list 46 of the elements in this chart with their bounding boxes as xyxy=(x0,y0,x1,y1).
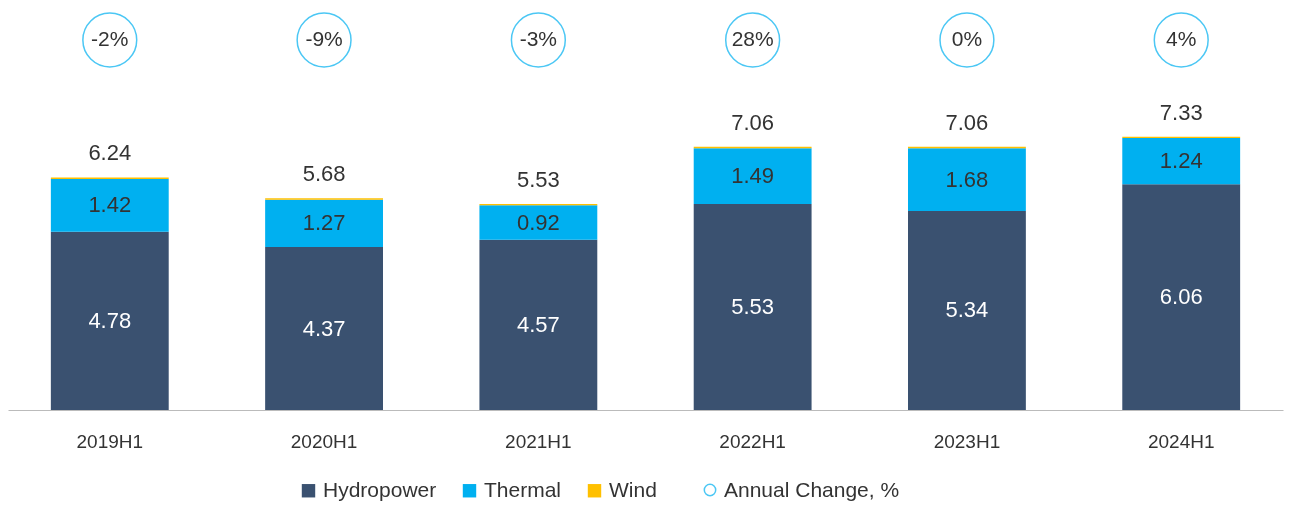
data-label: 1.49 xyxy=(731,163,775,189)
data-label: 6.06 xyxy=(1159,284,1203,310)
x-tick-label: 2023H1 xyxy=(933,430,1001,452)
data-label: 4.78 xyxy=(88,307,132,333)
data-label: 4.37 xyxy=(302,315,346,341)
legend-label: Hydropower xyxy=(323,477,437,501)
data-label: 4.57 xyxy=(516,311,560,337)
legend-label: Thermal xyxy=(484,477,562,501)
data-label: 0.92 xyxy=(516,209,560,235)
legend-label: Wind xyxy=(609,477,657,501)
bar xyxy=(265,247,383,410)
total-label: 7.33 xyxy=(1159,99,1203,125)
bar xyxy=(50,231,169,410)
x-tick-label: 2021H1 xyxy=(505,430,572,452)
data-label: 5.34 xyxy=(945,297,989,323)
bar xyxy=(479,205,598,240)
annotation: 28% xyxy=(731,27,774,50)
text: Annual Change, % xyxy=(724,478,900,501)
bar xyxy=(479,239,598,410)
annotation: 0% xyxy=(951,27,983,50)
total-label: 6.24 xyxy=(88,140,132,166)
bar xyxy=(693,148,812,204)
data-label: 1.42 xyxy=(88,192,132,218)
total-label: 5.68 xyxy=(302,161,346,187)
bar xyxy=(1122,137,1241,185)
annotation: 4% xyxy=(1166,27,1197,50)
data-label: 1.27 xyxy=(302,210,346,236)
bar xyxy=(908,210,1026,410)
bar xyxy=(908,148,1026,211)
x-tick-label: 2022H1 xyxy=(719,430,786,452)
bar xyxy=(1122,184,1241,410)
data-label: 5.53 xyxy=(731,293,775,319)
total-label: 7.06 xyxy=(731,109,775,135)
total-label: 5.53 xyxy=(516,166,560,192)
total-label: 7.06 xyxy=(945,109,989,135)
annotation: -3% xyxy=(519,27,558,50)
x-tick-label: 2020H1 xyxy=(290,430,358,452)
data-label: 1.68 xyxy=(945,166,989,192)
annotation: -9% xyxy=(305,27,343,50)
x-tick-label: 2019H1 xyxy=(76,430,144,452)
x-tick-label: 2024H1 xyxy=(1147,430,1215,452)
bar xyxy=(265,199,383,248)
bar xyxy=(693,203,812,410)
bar xyxy=(50,178,169,232)
annotation: -2% xyxy=(91,27,129,50)
data-label: 1.24 xyxy=(1159,148,1203,174)
